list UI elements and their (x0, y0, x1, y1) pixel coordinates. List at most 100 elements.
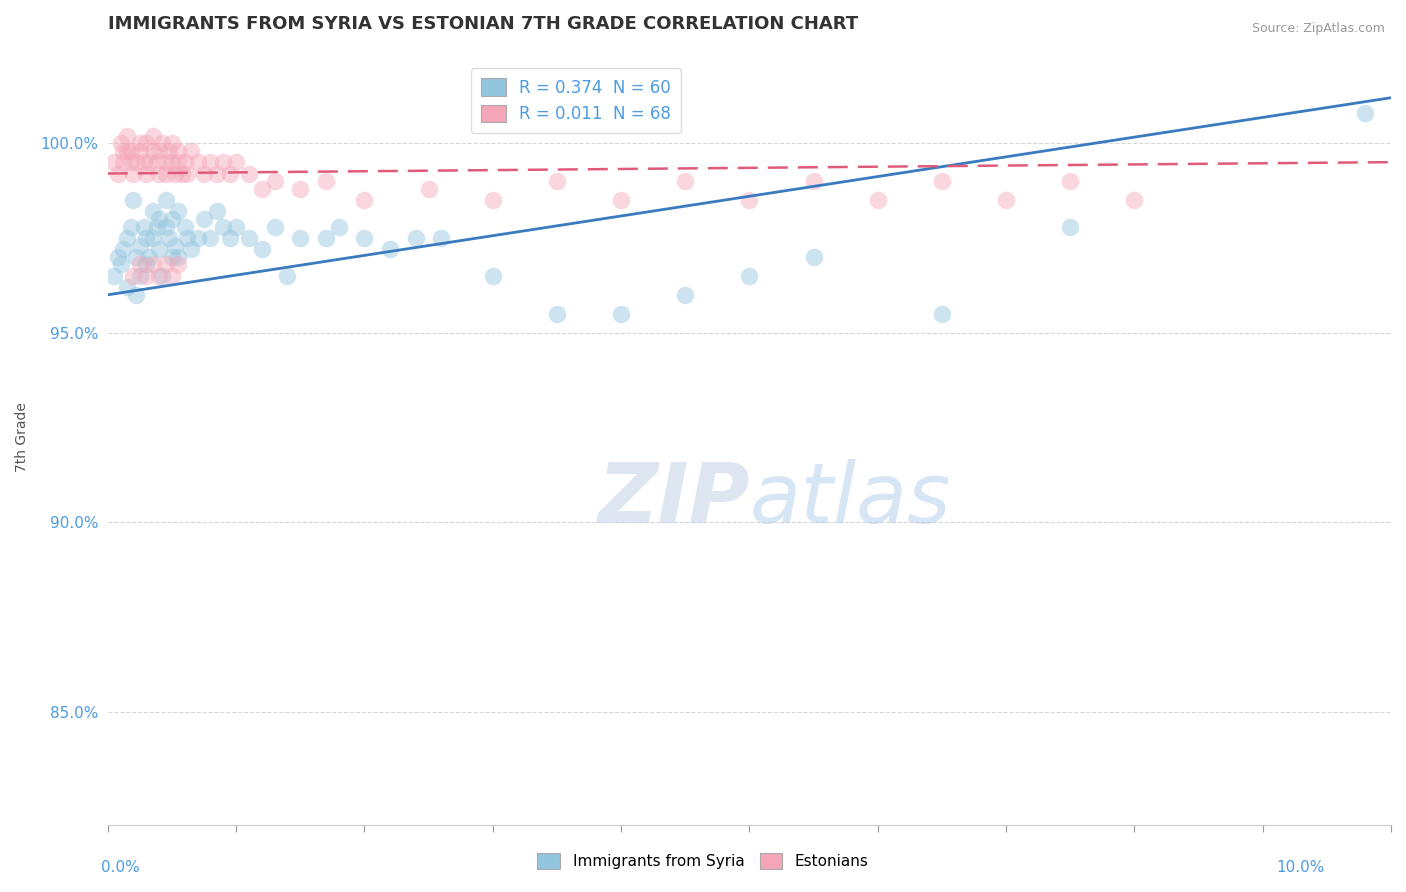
Point (1354, 106, 1376, 120)
Point (546, 307, 568, 321)
Text: 10.0%: 10.0% (1277, 860, 1324, 874)
Text: 0.0%: 0.0% (101, 860, 141, 874)
Point (122, 268, 145, 283)
Point (103, 155, 125, 169)
Point (167, 250, 190, 264)
Point (738, 268, 761, 283)
Point (150, 268, 173, 283)
Point (155, 193, 177, 207)
Legend: R = 0.374  N = 60, R = 0.011  N = 68: R = 0.374 N = 60, R = 0.011 N = 68 (471, 69, 682, 133)
Point (212, 219, 235, 234)
Point (866, 193, 889, 207)
Point (205, 204, 228, 219)
Point (353, 193, 375, 207)
Point (315, 231, 337, 245)
Point (142, 204, 165, 219)
Point (418, 182, 440, 196)
Point (1123, 193, 1146, 207)
Point (148, 243, 170, 257)
Text: Source: ZipAtlas.com: Source: ZipAtlas.com (1251, 22, 1385, 36)
Point (155, 167, 177, 181)
Point (931, 174, 953, 188)
Point (129, 144, 152, 158)
Point (125, 250, 148, 264)
Text: ZIP: ZIP (596, 458, 749, 540)
Point (135, 167, 157, 181)
Point (160, 250, 183, 264)
Text: atlas: atlas (749, 458, 950, 540)
Point (135, 231, 157, 245)
Point (250, 182, 273, 196)
Point (148, 268, 170, 283)
Point (129, 258, 152, 272)
Point (176, 167, 198, 181)
Point (142, 231, 165, 245)
Point (120, 219, 142, 234)
Point (378, 243, 401, 257)
Point (148, 212, 170, 227)
Point (212, 155, 235, 169)
Point (132, 155, 155, 169)
Point (160, 268, 183, 283)
Point (328, 219, 350, 234)
Point (122, 167, 145, 181)
Point (167, 204, 190, 219)
Point (159, 231, 181, 245)
Point (180, 243, 202, 257)
Point (129, 136, 152, 151)
Point (155, 258, 177, 272)
Point (481, 193, 503, 207)
Point (238, 231, 260, 245)
Text: IMMIGRANTS FROM SYRIA VS ESTONIAN 7TH GRADE CORRELATION CHART: IMMIGRANTS FROM SYRIA VS ESTONIAN 7TH GR… (108, 15, 858, 33)
Point (112, 243, 135, 257)
Point (290, 231, 312, 245)
Point (160, 136, 183, 151)
Point (115, 280, 138, 294)
Point (546, 174, 568, 188)
Point (1059, 219, 1081, 234)
Point (1059, 174, 1081, 188)
Point (263, 174, 285, 188)
Point (673, 174, 696, 188)
Point (115, 144, 138, 158)
Point (132, 219, 155, 234)
Point (142, 144, 165, 158)
Point (481, 268, 503, 283)
Point (107, 167, 129, 181)
Point (160, 155, 183, 169)
Point (142, 258, 165, 272)
Point (173, 219, 195, 234)
Point (200, 155, 222, 169)
Point (107, 250, 129, 264)
Point (167, 155, 190, 169)
Point (148, 167, 170, 181)
Point (135, 268, 157, 283)
Point (187, 155, 209, 169)
Point (103, 268, 125, 283)
Point (138, 250, 160, 264)
Point (115, 128, 138, 143)
Point (238, 167, 260, 181)
Point (125, 155, 148, 169)
Point (176, 231, 198, 245)
Point (180, 144, 202, 158)
Y-axis label: 7th Grade: 7th Grade (15, 402, 30, 472)
Point (163, 167, 186, 181)
Point (135, 258, 157, 272)
Point (167, 144, 190, 158)
Point (110, 258, 132, 272)
Point (405, 231, 427, 245)
Point (155, 219, 177, 234)
Point (163, 238, 186, 252)
Point (193, 167, 215, 181)
Point (218, 167, 240, 181)
Legend: Immigrants from Syria, Estonians: Immigrants from Syria, Estonians (531, 847, 875, 875)
Point (218, 231, 240, 245)
Point (159, 144, 181, 158)
Point (610, 307, 633, 321)
Point (276, 268, 298, 283)
Point (122, 193, 145, 207)
Point (173, 155, 195, 169)
Point (803, 174, 825, 188)
Point (200, 231, 222, 245)
